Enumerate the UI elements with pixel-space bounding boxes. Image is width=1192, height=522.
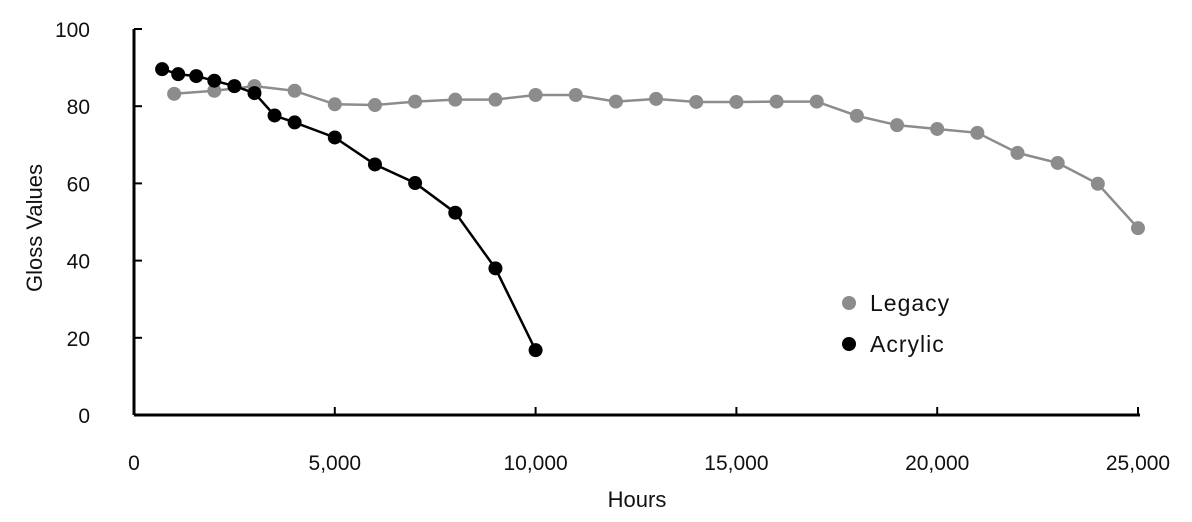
data-point-legacy-14 bbox=[729, 94, 744, 109]
y-tick-label-5: 100 bbox=[55, 19, 90, 42]
data-point-legacy-13 bbox=[689, 94, 704, 109]
legend: Legacy Acrylic bbox=[842, 290, 950, 357]
data-point-legacy-10 bbox=[568, 88, 583, 103]
legend-label-acrylic: Acrylic bbox=[870, 331, 945, 357]
axes bbox=[132, 29, 1140, 417]
data-point-acrylic-11 bbox=[448, 205, 463, 220]
data-point-legacy-3 bbox=[287, 83, 302, 98]
data-point-acrylic-8 bbox=[327, 130, 342, 145]
data-point-acrylic-2 bbox=[189, 69, 204, 84]
series-layer bbox=[155, 62, 1145, 358]
data-point-legacy-5 bbox=[367, 98, 382, 113]
data-point-legacy-12 bbox=[649, 91, 664, 106]
data-point-acrylic-0 bbox=[155, 62, 170, 77]
x-axis-title: Hours bbox=[608, 487, 667, 512]
legend-marker-acrylic bbox=[842, 337, 856, 351]
data-point-acrylic-5 bbox=[247, 86, 262, 101]
data-point-legacy-9 bbox=[528, 88, 543, 103]
y-axis-title: Gloss Values bbox=[22, 164, 47, 292]
x-tick-label-3: 15,000 bbox=[704, 452, 768, 475]
data-point-legacy-7 bbox=[448, 92, 463, 107]
x-ticks: 0 5,000 10,000 15,000 20,000 25,000 bbox=[128, 407, 1170, 475]
x-tick-label-0: 0 bbox=[128, 452, 140, 475]
data-point-legacy-24 bbox=[1131, 221, 1145, 236]
series-acrylic bbox=[155, 62, 543, 358]
data-point-acrylic-3 bbox=[207, 73, 222, 88]
x-tick-label-4: 20,000 bbox=[905, 452, 969, 475]
y-tick-label-3: 60 bbox=[67, 173, 90, 196]
data-point-acrylic-6 bbox=[267, 108, 282, 123]
series-line-acrylic bbox=[161, 67, 537, 351]
y-tick-label-2: 40 bbox=[67, 251, 90, 274]
legend-marker-legacy bbox=[842, 296, 856, 310]
x-tick-label-2: 10,000 bbox=[503, 452, 567, 475]
data-point-acrylic-13 bbox=[528, 343, 543, 358]
data-point-legacy-4 bbox=[327, 97, 342, 112]
data-point-legacy-15 bbox=[769, 94, 784, 109]
data-point-legacy-18 bbox=[890, 118, 905, 133]
y-tick-label-4: 80 bbox=[67, 96, 90, 119]
data-point-legacy-16 bbox=[809, 94, 824, 109]
data-point-acrylic-1 bbox=[171, 67, 186, 82]
data-point-legacy-23 bbox=[1090, 176, 1105, 191]
x-tick-label-1: 5,000 bbox=[309, 452, 362, 475]
y-ticks: 0 20 40 60 80 100 bbox=[55, 19, 142, 428]
data-point-legacy-8 bbox=[488, 92, 503, 107]
y-tick-label-0: 0 bbox=[78, 405, 90, 428]
data-point-legacy-1 bbox=[207, 83, 222, 98]
y-tick-label-1: 20 bbox=[67, 328, 90, 351]
data-point-acrylic-10 bbox=[408, 176, 423, 191]
data-point-acrylic-4 bbox=[227, 79, 242, 94]
data-point-legacy-6 bbox=[408, 94, 423, 109]
data-point-legacy-19 bbox=[930, 121, 945, 136]
data-point-acrylic-7 bbox=[287, 115, 302, 130]
x-tick-label-5: 25,000 bbox=[1106, 452, 1170, 475]
data-point-acrylic-12 bbox=[488, 261, 503, 276]
data-point-legacy-20 bbox=[970, 125, 985, 140]
data-point-legacy-11 bbox=[608, 94, 623, 109]
series-legacy bbox=[167, 79, 1145, 236]
series-line-legacy bbox=[174, 84, 1139, 230]
data-point-legacy-17 bbox=[849, 108, 864, 123]
data-point-legacy-22 bbox=[1050, 155, 1065, 170]
data-point-acrylic-9 bbox=[367, 157, 382, 172]
legend-label-legacy: Legacy bbox=[870, 290, 950, 316]
data-point-legacy-21 bbox=[1010, 145, 1025, 160]
data-point-legacy-0 bbox=[167, 86, 182, 101]
